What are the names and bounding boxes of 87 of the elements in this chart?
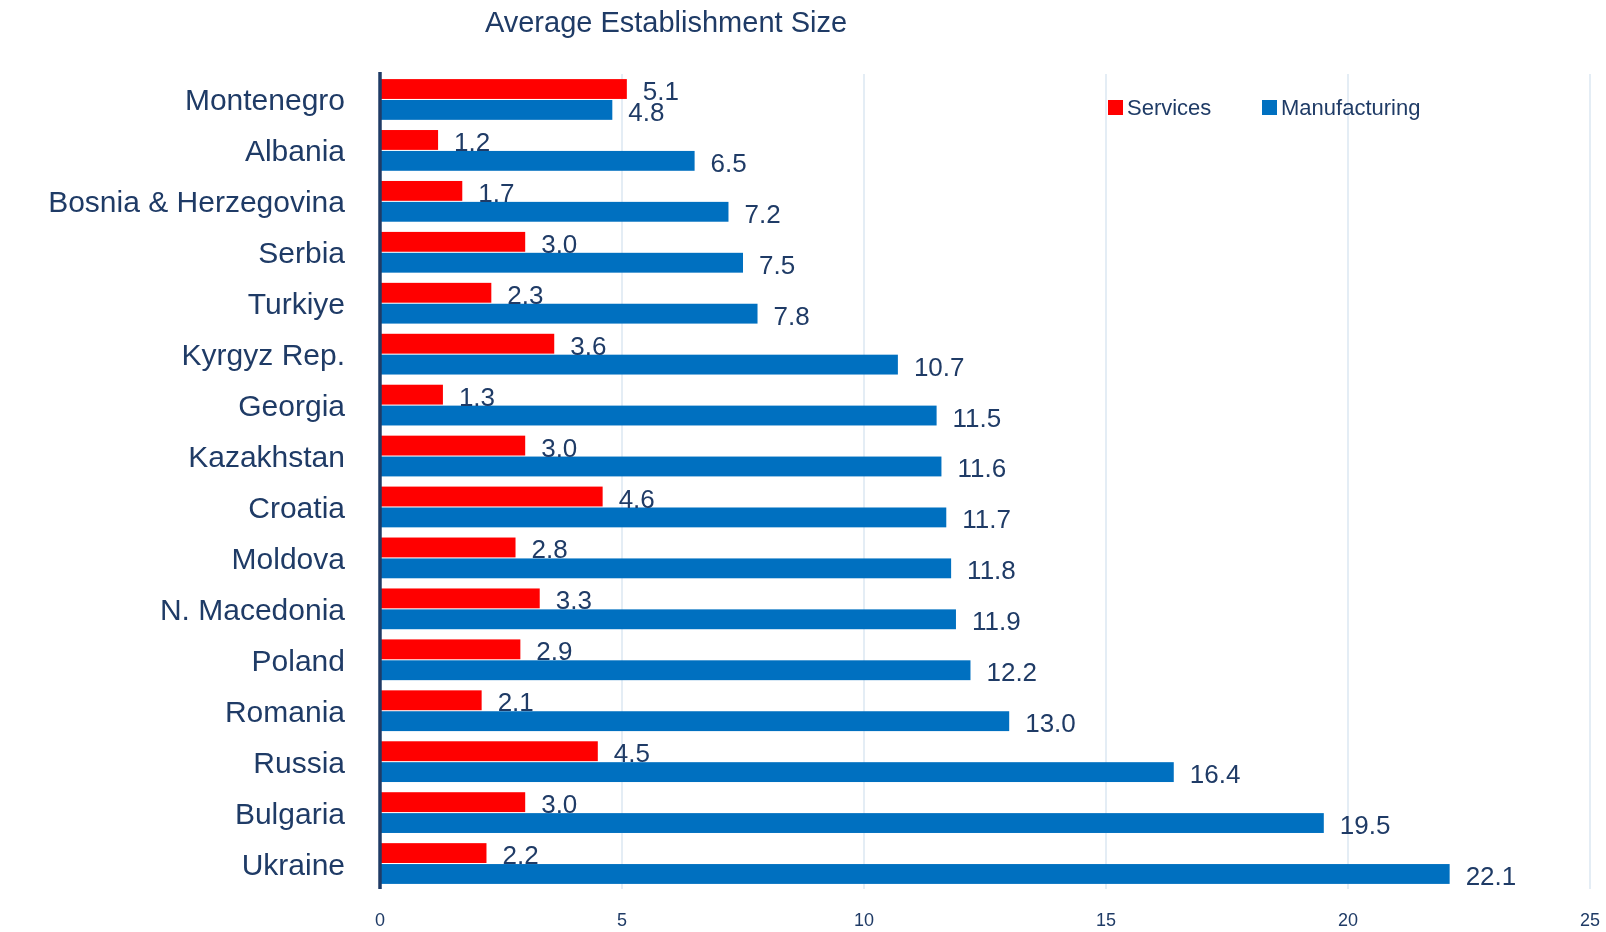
bar bbox=[380, 690, 482, 711]
data-label: 1.7 bbox=[478, 177, 515, 208]
chart-title: Average Establishment Size bbox=[484, 6, 848, 38]
bar bbox=[380, 609, 956, 630]
data-label: 1.2 bbox=[454, 126, 491, 157]
y-tick-label: Georgia bbox=[238, 389, 346, 423]
data-label: 11.8 bbox=[967, 555, 1016, 586]
bar bbox=[380, 405, 937, 426]
data-label: 12.2 bbox=[986, 657, 1038, 688]
data-label: 2.1 bbox=[497, 687, 534, 718]
data-label: 7.5 bbox=[759, 249, 796, 280]
y-tick-label: Montenegro bbox=[184, 83, 345, 117]
bar bbox=[380, 384, 443, 405]
x-tick-label: 5 bbox=[616, 910, 628, 930]
bar bbox=[380, 456, 942, 477]
data-label: 11.9 bbox=[971, 606, 1021, 637]
y-tick-label: Bosnia & Herzegovina bbox=[48, 185, 346, 219]
data-label: 7.8 bbox=[773, 300, 810, 331]
x-tick-label: 15 bbox=[1095, 910, 1117, 930]
bar bbox=[380, 231, 526, 252]
y-tick-label: Poland bbox=[251, 643, 345, 677]
y-tick-label: N. Macedonia bbox=[159, 592, 346, 626]
data-label: 2.8 bbox=[531, 534, 568, 565]
bar bbox=[380, 79, 627, 99]
bar bbox=[380, 130, 439, 150]
y-tick-label: Kyrgyz Rep. bbox=[181, 338, 345, 372]
bar bbox=[380, 813, 1324, 833]
y-tick-label: Turkiye bbox=[247, 287, 345, 321]
bar bbox=[380, 99, 613, 120]
bar bbox=[380, 282, 492, 303]
y-tick-label: Kazakhstan bbox=[188, 440, 345, 474]
bar bbox=[380, 201, 729, 222]
bar bbox=[380, 507, 947, 528]
bar bbox=[380, 741, 598, 762]
legend-label: Services bbox=[1127, 95, 1212, 120]
data-label: 13.0 bbox=[1025, 708, 1076, 739]
bar bbox=[380, 639, 521, 660]
bar bbox=[380, 180, 463, 201]
bar bbox=[380, 252, 743, 273]
bar bbox=[380, 537, 516, 558]
data-label: 6.5 bbox=[710, 147, 747, 178]
data-label: 22.1 bbox=[1465, 860, 1517, 891]
data-label: 11.5 bbox=[952, 402, 1002, 433]
data-label: 4.5 bbox=[613, 738, 650, 769]
bar bbox=[380, 864, 1450, 884]
data-label: 10.7 bbox=[913, 351, 965, 382]
y-tick-label: Croatia bbox=[248, 490, 346, 524]
y-tick-label: Russia bbox=[253, 745, 346, 779]
data-label: 3.0 bbox=[541, 789, 578, 820]
bar bbox=[380, 792, 526, 813]
y-tick-label: Romania bbox=[224, 694, 346, 728]
bar bbox=[380, 558, 952, 579]
x-tick-label: 20 bbox=[1337, 910, 1359, 930]
data-label: 2.2 bbox=[502, 840, 539, 871]
bar bbox=[380, 303, 758, 324]
bar bbox=[380, 486, 603, 507]
data-label: 2.9 bbox=[536, 636, 573, 667]
data-label: 4.6 bbox=[618, 483, 655, 514]
bar bbox=[380, 333, 555, 354]
data-label: 3.6 bbox=[570, 330, 607, 361]
x-tick-label: 10 bbox=[853, 910, 875, 930]
x-tick-label: 25 bbox=[1579, 910, 1601, 930]
y-tick-label: Albania bbox=[244, 134, 346, 168]
bar bbox=[380, 711, 1010, 732]
bar bbox=[380, 435, 526, 456]
bar bbox=[380, 588, 540, 609]
data-label: 11.6 bbox=[957, 453, 1007, 484]
legend-label: Manufacturing bbox=[1281, 95, 1421, 120]
y-tick-label: Moldova bbox=[231, 541, 346, 575]
y-tick-label: Serbia bbox=[258, 236, 346, 270]
y-tick-label: Ukraine bbox=[241, 847, 345, 881]
data-label: 1.3 bbox=[458, 381, 496, 412]
x-tick-label: 0 bbox=[374, 910, 386, 930]
bar bbox=[380, 660, 971, 681]
bar bbox=[380, 354, 898, 375]
y-tick-label: Bulgaria bbox=[234, 796, 346, 830]
data-label: 7.2 bbox=[744, 198, 781, 229]
data-label: 16.4 bbox=[1189, 759, 1241, 790]
data-label: 19.5 bbox=[1339, 810, 1391, 841]
data-label: 3.0 bbox=[541, 432, 578, 463]
data-label: 2.3 bbox=[507, 279, 544, 310]
bar bbox=[380, 762, 1174, 783]
data-label: 3.0 bbox=[541, 228, 578, 259]
data-label: 11.7 bbox=[962, 504, 1011, 535]
bar bbox=[380, 150, 695, 171]
bar bbox=[380, 843, 487, 864]
data-label: 3.3 bbox=[555, 585, 592, 616]
